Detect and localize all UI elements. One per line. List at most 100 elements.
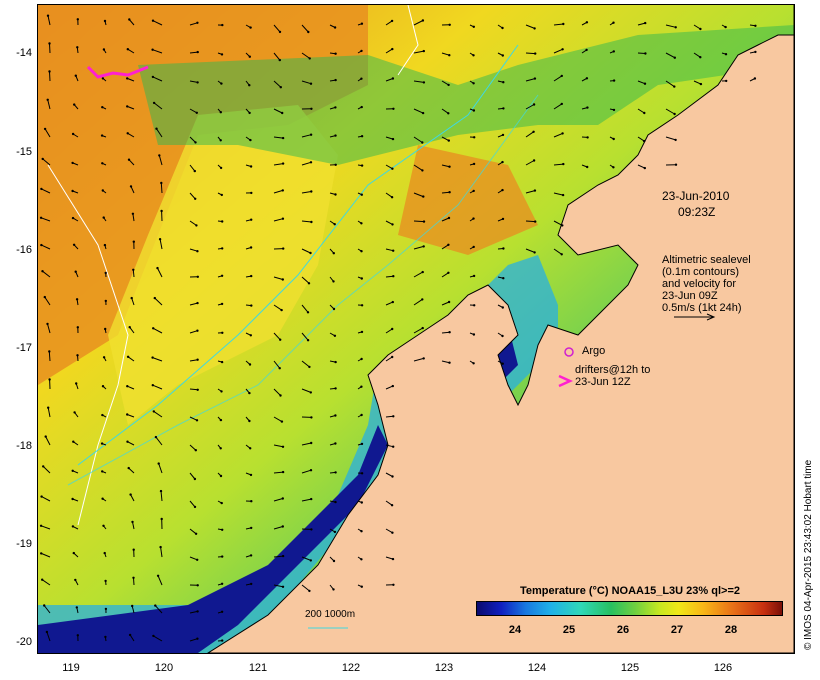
velocity-arrow-head [472, 189, 475, 193]
velocity-arrow-head [332, 307, 336, 311]
velocity-arrow [525, 24, 535, 29]
velocity-arrow-head [46, 322, 49, 326]
velocity-arrow-head [447, 139, 450, 142]
velocity-arrow [152, 327, 163, 334]
velocity-arrow-head [278, 30, 282, 34]
velocity-arrow [127, 132, 135, 138]
velocity-arrow-head [39, 216, 43, 219]
velocity-arrow-head [502, 247, 505, 250]
velocity-arrow-head [391, 327, 394, 331]
velocity-arrow-head [101, 77, 105, 80]
velocity-arrow-head [390, 196, 394, 199]
velocity-arrow [693, 80, 702, 85]
velocity-arrow-head [308, 57, 311, 60]
velocity-arrow [189, 330, 198, 334]
x-tick-label: 125 [620, 662, 640, 674]
velocity-arrow [273, 304, 282, 311]
velocity-arrow-head [249, 447, 252, 450]
velocity-arrow-head [310, 190, 313, 193]
velocity-arrow [152, 49, 163, 54]
velocity-arrow-head [360, 385, 363, 388]
velocity-arrow [155, 436, 163, 446]
velocity-arrow-head [220, 501, 223, 505]
velocity-arrow-head [360, 501, 363, 504]
velocity-arrow-head [754, 50, 757, 54]
velocity-arrow-head [130, 296, 133, 300]
velocity-arrow [301, 332, 309, 341]
velocity-arrow-head [472, 54, 475, 57]
velocity-arrow [130, 186, 135, 194]
velocity-arrow-head [278, 367, 281, 370]
velocity-arrow-head [501, 334, 504, 338]
velocity-arrow-head [612, 166, 615, 169]
velocity-arrow [152, 20, 163, 26]
velocity-arrow [129, 326, 135, 334]
velocity-arrow-head [390, 504, 394, 507]
velocity-arrow-head [156, 574, 160, 577]
y-tick-label: -20 [16, 636, 32, 648]
colorbar-tick: 24 [508, 624, 522, 636]
velocity-arrow-head [360, 193, 363, 196]
velocity-arrow [301, 134, 312, 138]
velocity-arrow-head [309, 251, 312, 255]
velocity-arrow-head [221, 555, 224, 558]
velocity-arrow [525, 52, 536, 55]
velocity-arrow [128, 19, 135, 26]
velocity-arrow [553, 192, 564, 196]
velocity-arrow [273, 24, 281, 33]
velocity-arrow-head [196, 81, 199, 84]
velocity-arrow [156, 128, 163, 138]
velocity-arrow-head [422, 220, 426, 223]
velocity-arrow [301, 304, 309, 313]
velocity-arrow [131, 297, 135, 306]
velocity-arrow-head [502, 81, 505, 84]
velocity-arrow-head [250, 500, 253, 503]
velocity-arrow-head [195, 419, 199, 422]
velocity-arrow-head [586, 136, 589, 139]
velocity-arrow-head [699, 82, 703, 86]
velocity-arrow-head [221, 639, 224, 642]
velocity-arrow [525, 160, 535, 166]
velocity-arrow-head [360, 222, 363, 225]
velocity-arrow-head [74, 578, 77, 582]
velocity-arrow [131, 605, 135, 614]
velocity-arrow-head [196, 610, 199, 613]
velocity-arrow [49, 71, 51, 82]
velocity-arrow-head [754, 24, 757, 27]
velocity-arrow [637, 22, 646, 26]
velocity-arrow-head [48, 378, 51, 381]
velocity-arrow-head [48, 70, 51, 73]
velocity-arrow-head [250, 218, 253, 221]
velocity-arrow-head [219, 139, 222, 142]
velocity-arrow [159, 239, 163, 250]
velocity-arrow [128, 159, 135, 166]
velocity-arrow-head [422, 49, 425, 53]
velocity-arrow-head [644, 21, 647, 25]
velocity-arrow-head [132, 576, 135, 579]
velocity-arrow-head [76, 354, 79, 357]
velocity-arrow-head [281, 136, 285, 140]
velocity-arrow [42, 466, 51, 474]
velocity-arrow [189, 638, 198, 642]
velocity-arrow-head [151, 75, 155, 79]
velocity-arrow [189, 108, 198, 114]
velocity-arrow-head [390, 19, 394, 23]
velocity-arrow-head [151, 356, 154, 359]
velocity-arrow-head [126, 132, 129, 135]
velocity-arrow-head [334, 52, 337, 55]
velocity-arrow-head [421, 298, 424, 301]
velocity-arrow [44, 128, 51, 138]
argo-marker [564, 347, 574, 357]
velocity-arrow [553, 75, 563, 82]
velocity-arrow-head [281, 445, 285, 448]
velocity-arrow-head [334, 414, 337, 417]
velocity-arrow-head [310, 528, 313, 531]
velocity-arrow-head [41, 578, 44, 581]
depth-contour-200 [77, 44, 519, 466]
legend-line: 0.5m/s (1kt 24h) [662, 302, 742, 314]
velocity-arrow-head [195, 111, 198, 115]
velocity-arrow-head [151, 48, 154, 51]
velocity-arrow [42, 270, 51, 278]
velocity-arrow-head [129, 185, 133, 188]
velocity-arrow-head [473, 136, 476, 139]
